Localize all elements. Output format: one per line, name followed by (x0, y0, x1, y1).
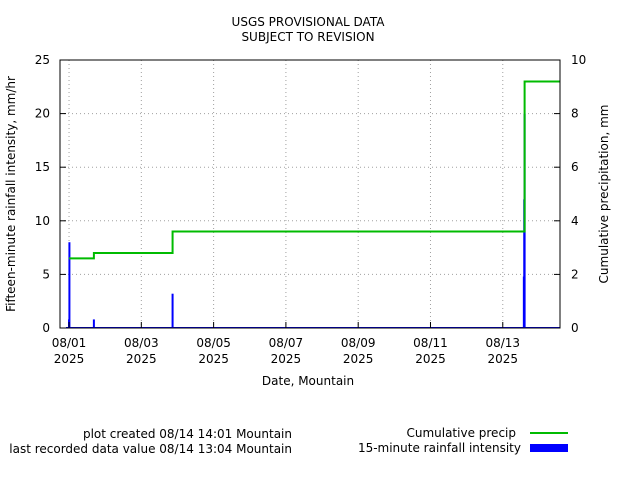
y-axis-right-label: Cumulative precipitation, mm (597, 105, 611, 284)
y-right-tick-label: 0 (571, 321, 579, 335)
plot-frame (59, 59, 561, 329)
y-right-tick-label: 2 (571, 267, 579, 281)
x-tick-label-date: 08/03 (124, 336, 159, 350)
x-tick-label-date: 08/05 (196, 336, 231, 350)
x-tick-label-date: 08/11 (413, 336, 448, 350)
x-tick-label-year: 2025 (343, 352, 374, 366)
legend-swatch-intensity (530, 444, 568, 452)
cumulative-step-line (69, 80, 560, 260)
y-left-tick-label: 15 (35, 160, 50, 174)
x-axis-label: Date, Mountain (262, 374, 354, 388)
x-tick-label-date: 08/09 (341, 336, 376, 350)
plot-created-note: plot created 08/14 14:01 Mountain (83, 427, 292, 441)
legend-label-intensity: 15-minute rainfall intensity (358, 441, 521, 455)
y-left-tick-label: 20 (35, 107, 50, 121)
intensity-bar (171, 293, 174, 328)
y-left-tick-label: 10 (35, 214, 50, 228)
x-tick-label-year: 2025 (54, 352, 85, 366)
x-tick-label-year: 2025 (271, 352, 302, 366)
x-tick-label-year: 2025 (487, 352, 518, 366)
y-left-tick-label: 0 (42, 321, 50, 335)
y-axis-left-label: Fifteen-minute rainfall intensity, mm/hr (4, 76, 18, 312)
intensity-bar (68, 242, 71, 328)
y-right-tick-label: 10 (571, 53, 586, 67)
grid-lines (60, 60, 560, 328)
y-right-tick-label: 6 (571, 160, 579, 174)
cumulative-line (69, 80, 560, 260)
x-tick-label-year: 2025 (126, 352, 157, 366)
legend-label-cumulative: Cumulative precip (406, 426, 516, 440)
y-right-tick-label: 8 (571, 107, 579, 121)
last-recorded-note: last recorded data value 08/14 13:04 Mou… (9, 442, 292, 456)
legend: Cumulative precip 15-minute rainfall int… (358, 426, 568, 455)
chart-title-line-1: USGS PROVISIONAL DATA (232, 15, 386, 29)
axis-ticks: 0510152025024681008/01202508/03202508/05… (35, 53, 587, 366)
x-tick-label-date: 08/07 (269, 336, 304, 350)
x-tick-label-date: 08/13 (485, 336, 520, 350)
y-right-tick-label: 4 (571, 214, 579, 228)
x-tick-label-year: 2025 (415, 352, 446, 366)
y-left-tick-label: 5 (42, 267, 50, 281)
intensity-bar (92, 319, 95, 328)
x-tick-label-date: 08/01 (52, 336, 87, 350)
chart-title-line-2: SUBJECT TO REVISION (241, 30, 374, 44)
y-left-tick-label: 25 (35, 53, 50, 67)
x-tick-label-year: 2025 (198, 352, 229, 366)
